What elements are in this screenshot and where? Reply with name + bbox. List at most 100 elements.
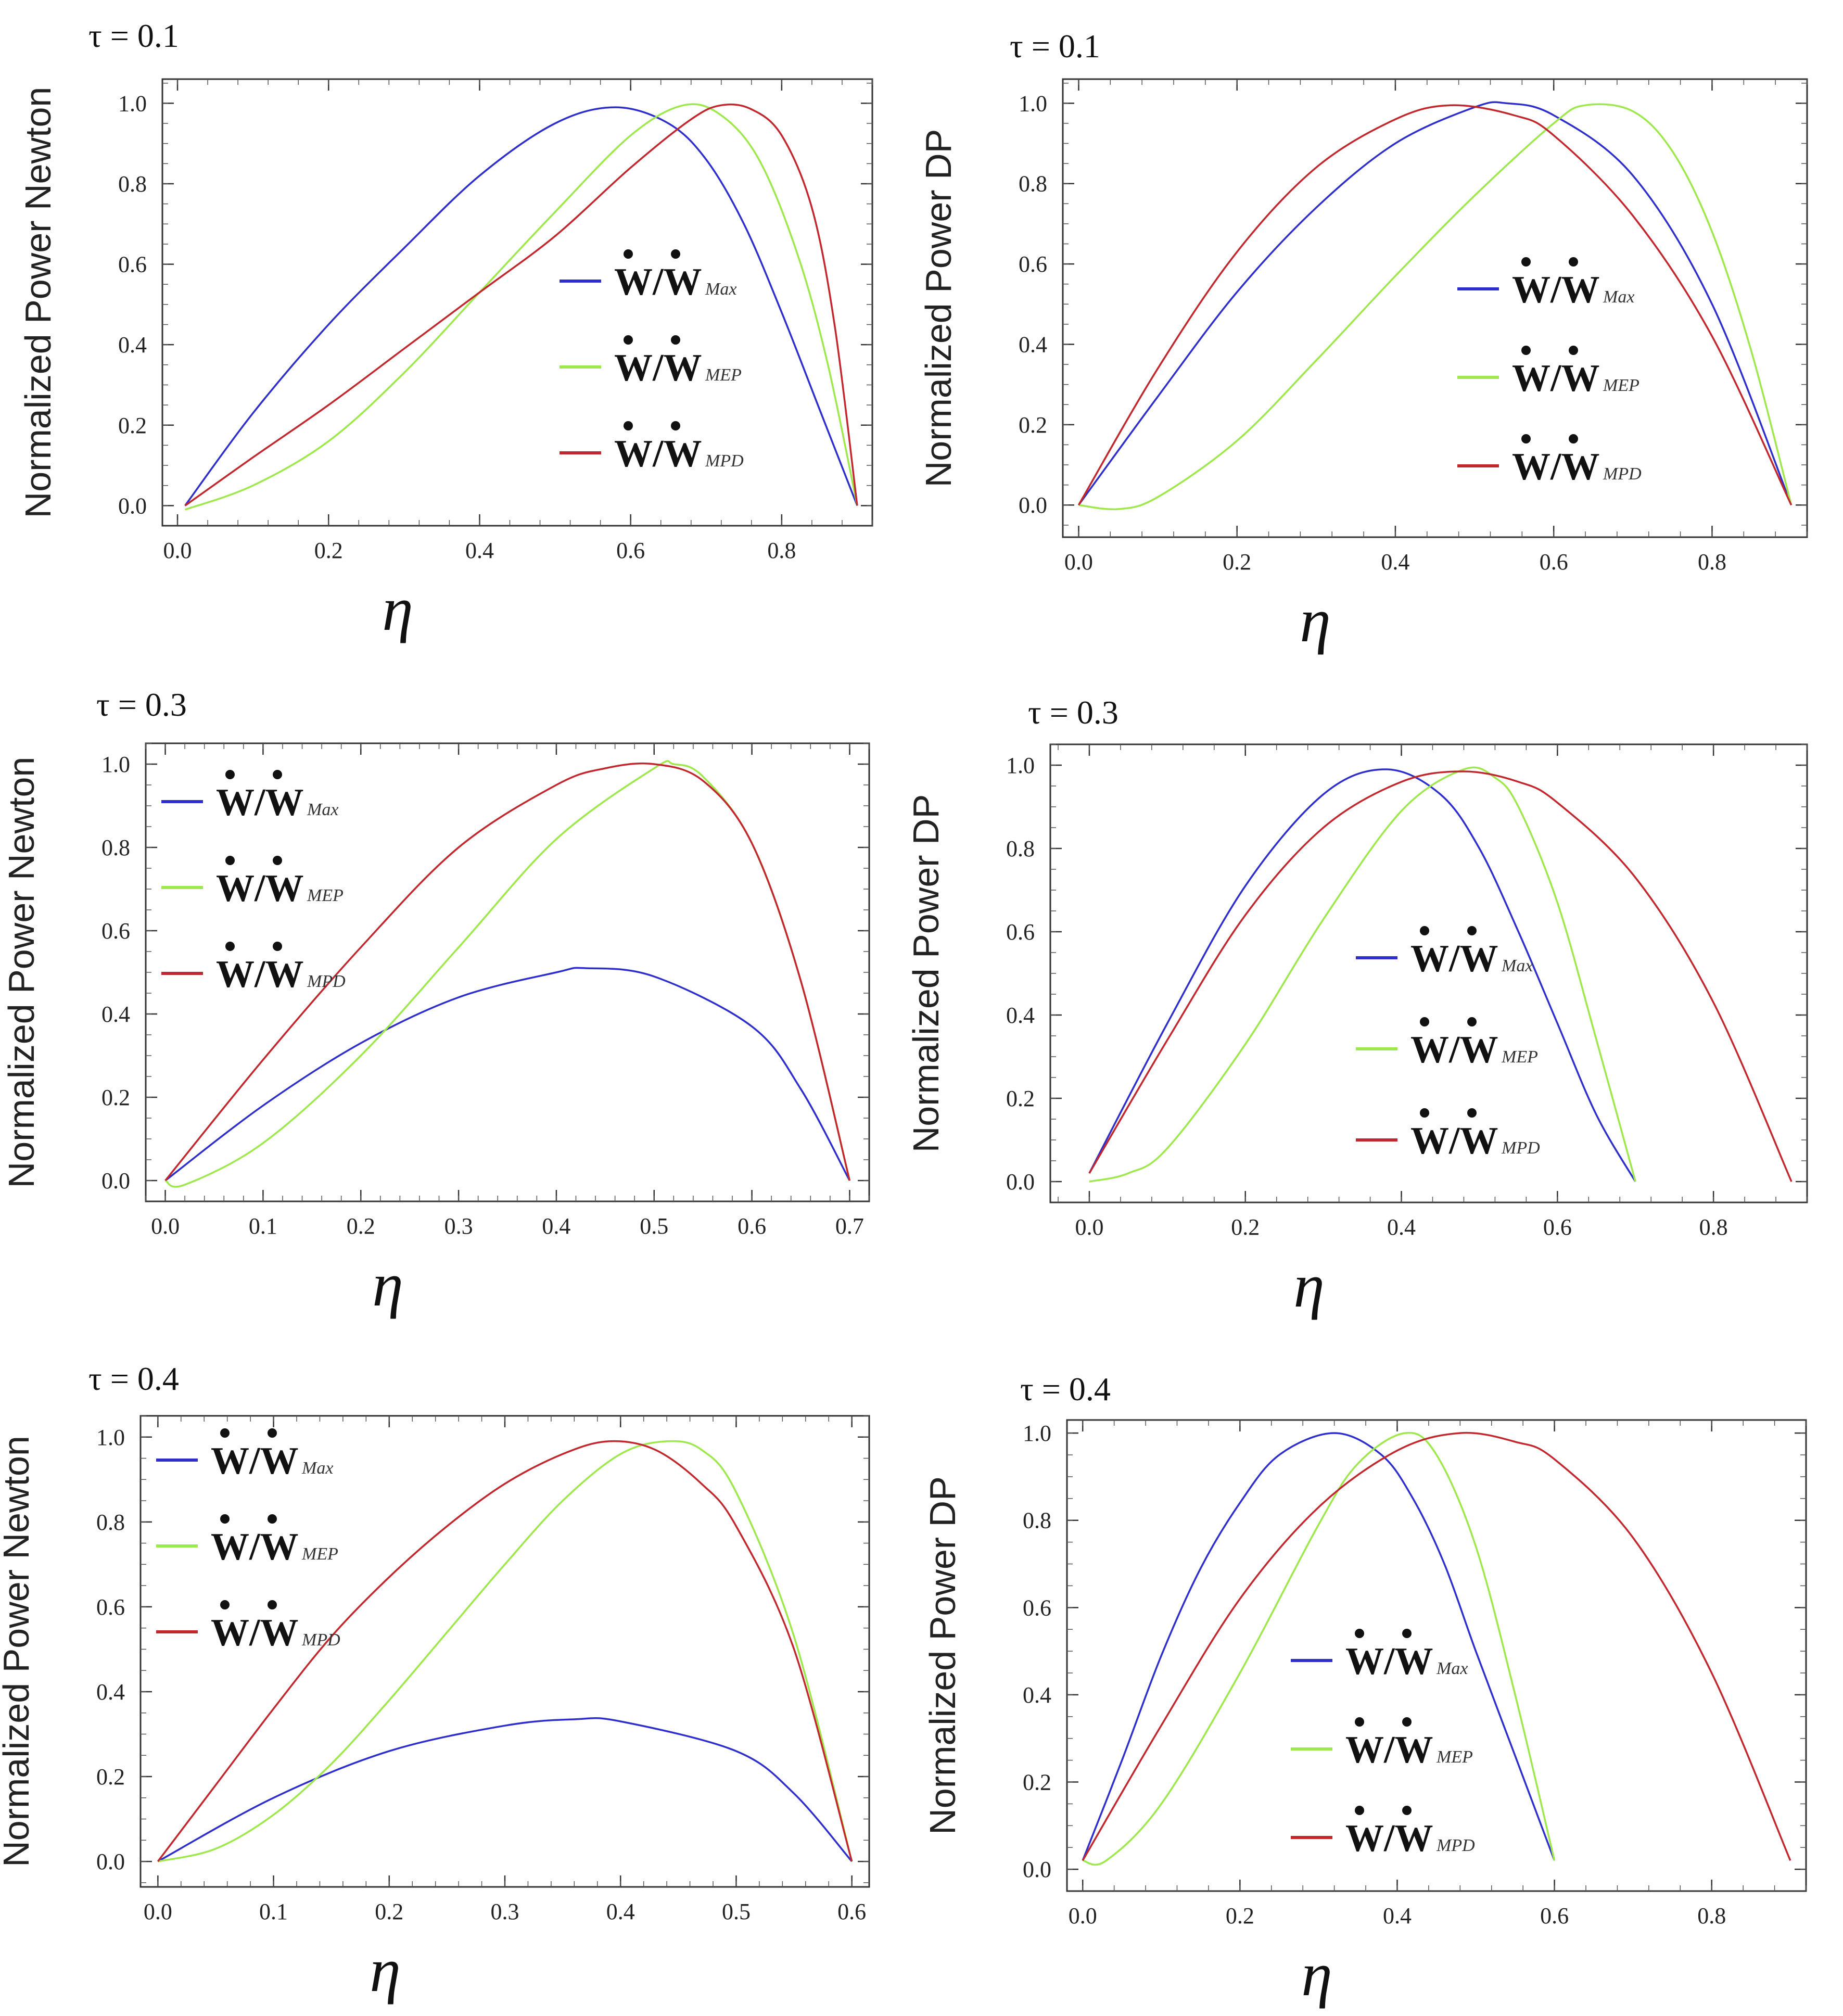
x-tick-label: 0.4 xyxy=(1387,1214,1416,1240)
x-tick-label: 0.8 xyxy=(1699,1214,1728,1240)
x-tick-label: 0.0 xyxy=(1075,1214,1103,1240)
dot-accent xyxy=(220,1600,230,1609)
y-tick-label: 0.0 xyxy=(1006,1169,1035,1195)
x-tick-label: 0.2 xyxy=(314,538,343,563)
series-line-mep xyxy=(1078,103,1793,511)
x-tick-label: 0.2 xyxy=(1231,1214,1260,1240)
legend-entry-label: W/W xyxy=(1410,1120,1498,1162)
plot-frame xyxy=(1066,1419,1807,1892)
legend-entry-subscript: MEP xyxy=(307,886,344,905)
x-tick-label: 0.0 xyxy=(144,1899,172,1924)
y-axis-label: Normalized Power DP xyxy=(906,794,946,1153)
x-tick-label: 0.3 xyxy=(444,1213,473,1239)
x-axis-label: η xyxy=(1300,586,1331,655)
y-tick-label: 0.6 xyxy=(101,918,130,944)
dot-accent xyxy=(624,249,633,259)
legend-entry-label: W/W xyxy=(211,1526,299,1568)
dot-accent xyxy=(1569,346,1578,355)
x-tick-label: 0.4 xyxy=(465,538,494,563)
x-tick-label: 0.8 xyxy=(1697,1903,1726,1929)
legend-entry-subscript: Max xyxy=(307,800,338,819)
dot-accent xyxy=(671,335,680,345)
x-tick-label: 0.3 xyxy=(491,1899,519,1924)
dot-accent xyxy=(1420,926,1429,935)
legend-entry-subscript: MEP xyxy=(1436,1747,1473,1767)
dot-accent xyxy=(1569,434,1578,443)
tau-label: τ = 0.4 xyxy=(1020,1371,1111,1408)
legend-entry-subscript: MPD xyxy=(705,451,744,471)
legend-entry-subscript: MEP xyxy=(1501,1047,1538,1067)
y-tick-label: 0.2 xyxy=(118,413,147,438)
x-axis-label: η xyxy=(370,1935,401,2005)
legend-entry-subscript: MEP xyxy=(705,365,742,385)
y-axis-label: Normalized Power DP xyxy=(922,1476,963,1835)
x-tick-label: 0.5 xyxy=(640,1213,668,1239)
x-axis-label: η xyxy=(372,1250,403,1319)
chart-panel-6: 0.0 0.2 0.4 0.6 0.8 0.0 0.2 0.4 0.6 0.8 1.0 Normali… xyxy=(922,1371,1807,2009)
dot-accent xyxy=(1420,1017,1429,1026)
x-tick-label: 0.1 xyxy=(259,1899,288,1924)
y-tick-label: 0.8 xyxy=(1023,1508,1051,1533)
series-line-mpd xyxy=(1077,104,1793,506)
y-tick-label: 1.0 xyxy=(1019,91,1047,116)
legend-entry-subscript: MPD xyxy=(1603,464,1642,484)
x-tick-label: 0.6 xyxy=(1543,1214,1572,1240)
dot-accent xyxy=(1569,257,1578,267)
legend-entry-label: W/W xyxy=(216,953,304,996)
y-tick-label: 0.8 xyxy=(101,835,130,860)
dot-accent xyxy=(225,856,235,865)
dot-accent xyxy=(624,421,633,430)
y-tick-label: 0.0 xyxy=(1019,492,1047,518)
series-line-mpd xyxy=(1082,1431,1791,1861)
dot-accent xyxy=(624,335,633,345)
x-tick-label: 0.2 xyxy=(1226,1903,1254,1929)
tau-label: τ = 0.1 xyxy=(1010,28,1100,65)
dot-accent xyxy=(1402,1806,1412,1815)
series-line-max xyxy=(164,967,850,1182)
chart-panel-5: 0.0 0.1 0.2 0.3 0.4 0.5 0.6 0.0 0.2 0.4 0.6 0.8 1.0 N… xyxy=(0,1360,870,2005)
y-tick-label: 0.8 xyxy=(1006,836,1035,861)
series-line-max xyxy=(1077,101,1793,506)
y-tick-label: 1.0 xyxy=(96,1425,125,1450)
y-tick-label: 0.2 xyxy=(1023,1770,1051,1795)
legend-entry-label: W/W xyxy=(1345,1640,1433,1683)
legend-entry-subscript: MPD xyxy=(301,1630,340,1650)
y-tick-label: 0.8 xyxy=(118,171,147,197)
series-line-mep xyxy=(184,103,858,511)
tau-label: τ = 0.3 xyxy=(1028,694,1118,731)
dot-accent xyxy=(273,942,282,951)
dot-accent xyxy=(1420,1108,1429,1118)
x-tick-label: 0.6 xyxy=(616,538,645,563)
y-tick-label: 0.4 xyxy=(1019,332,1047,357)
legend-entry-subscript: Max xyxy=(1436,1659,1468,1678)
y-tick-label: 1.0 xyxy=(1006,753,1035,778)
dot-accent xyxy=(1467,1108,1477,1118)
tau-label: τ = 0.1 xyxy=(88,17,179,54)
legend-entry-label: W/W xyxy=(216,781,304,824)
x-tick-label: 0.8 xyxy=(1698,549,1726,575)
y-tick-label: 1.0 xyxy=(1023,1421,1051,1446)
legend-entry-subscript: Max xyxy=(1501,956,1533,975)
legend-entry-subscript: MPD xyxy=(1436,1836,1475,1855)
y-tick-label: 1.0 xyxy=(118,91,147,116)
series-line-mpd xyxy=(157,1440,853,1862)
x-tick-label: 0.0 xyxy=(1069,1903,1097,1929)
y-tick-label: 0.4 xyxy=(101,1001,130,1027)
y-tick-label: 1.0 xyxy=(101,752,130,777)
dot-accent xyxy=(1521,434,1531,443)
y-tick-label: 0.6 xyxy=(1019,251,1047,277)
dot-accent xyxy=(273,770,282,779)
dot-accent xyxy=(268,1514,277,1524)
legend-entry-subscript: Max xyxy=(301,1459,333,1478)
x-tick-label: 0.8 xyxy=(767,538,796,563)
y-tick-label: 0.0 xyxy=(1023,1857,1051,1882)
dot-accent xyxy=(220,1514,230,1524)
y-tick-label: 0.8 xyxy=(96,1510,125,1535)
y-tick-label: 0.4 xyxy=(1023,1682,1051,1708)
